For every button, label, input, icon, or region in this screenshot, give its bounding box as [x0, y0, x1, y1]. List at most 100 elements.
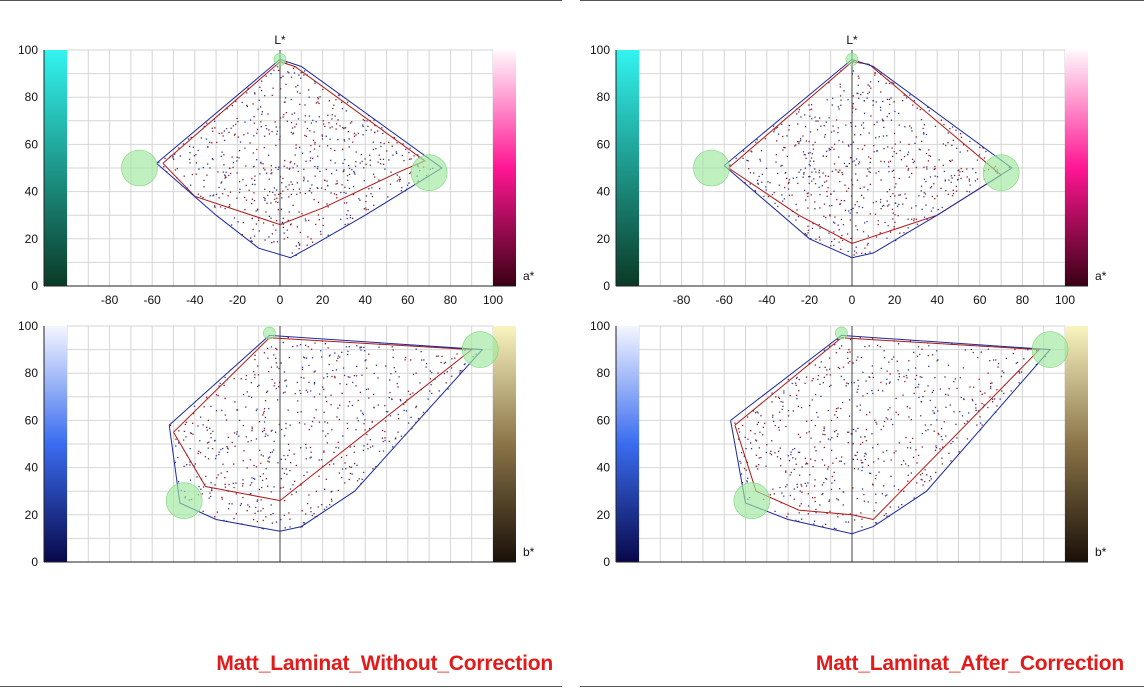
scatter-point [422, 411, 425, 414]
scatter-point [827, 187, 829, 189]
scatter-point [325, 135, 327, 137]
scatter-point [275, 387, 277, 390]
scatter-point [807, 229, 809, 231]
scatter-point [289, 488, 292, 490]
scatter-point [231, 224, 233, 226]
scatter-point [356, 480, 359, 482]
scatter-point [774, 202, 776, 205]
scatter-point [235, 482, 237, 484]
scatter-point [401, 187, 403, 189]
scatter-point [928, 110, 930, 112]
scatter-point [782, 200, 784, 202]
scatter-point [852, 207, 854, 209]
scatter-point [203, 125, 205, 128]
scatter-point [785, 471, 787, 473]
scatter-point [320, 350, 322, 352]
scatter-point [463, 363, 465, 366]
scatter-point [923, 196, 925, 198]
scatter-point [866, 244, 869, 246]
scatter-point [878, 471, 880, 473]
scatter-point [189, 162, 191, 164]
scatter-point [294, 126, 296, 128]
scatter-point [856, 229, 859, 231]
scatter-point [812, 223, 814, 225]
scatter-point [997, 363, 1000, 365]
scatter-point [326, 145, 329, 147]
scatter-point [384, 420, 387, 422]
scatter-point [916, 462, 918, 464]
scatter-point [285, 385, 288, 387]
scatter-point [833, 148, 835, 150]
scatter-point [941, 446, 944, 448]
scatter-point [781, 492, 783, 494]
scatter-point [232, 482, 234, 484]
scatter-point [877, 458, 879, 460]
scatter-point [251, 177, 253, 180]
scatter-point [210, 495, 212, 498]
scatter-point [963, 144, 965, 146]
scatter-point [268, 236, 270, 238]
scatter-point [352, 193, 355, 196]
scatter-point [890, 97, 892, 99]
scatter-point [289, 424, 291, 426]
scatter-point [295, 464, 297, 467]
scatter-point [344, 158, 346, 161]
scatter-point [303, 178, 305, 180]
gamut-outline-inner [162, 61, 426, 226]
scatter-point [327, 347, 329, 349]
scatter-point [271, 242, 273, 244]
scatter-point [814, 201, 816, 203]
scatter-point [353, 172, 355, 174]
scatter-point [814, 364, 816, 366]
scatter-point [233, 463, 235, 465]
scatter-point [269, 451, 272, 454]
scatter-point [360, 346, 363, 348]
scatter-point [979, 146, 981, 148]
scatter-point [319, 96, 321, 98]
scatter-point [265, 468, 267, 470]
scatter-point [811, 153, 813, 155]
y-tick-label: 0 [31, 279, 38, 293]
scatter-point [362, 413, 364, 416]
scatter-point [319, 170, 321, 172]
scatter-point [795, 144, 797, 146]
scatter-point [311, 241, 314, 243]
scatter-point [304, 423, 306, 425]
scatter-point [410, 416, 412, 418]
scatter-point [276, 130, 278, 132]
scatter-point [336, 182, 338, 185]
scatter-point [276, 241, 279, 243]
scatter-point [261, 80, 263, 82]
x-axis-label: b* [1095, 545, 1107, 559]
scatter-point [305, 389, 307, 391]
scatter-point [786, 484, 788, 486]
scatter-point [765, 167, 768, 169]
scatter-point [889, 381, 891, 383]
scatter-point [341, 351, 343, 353]
scatter-point [377, 161, 379, 163]
scatter-point [886, 378, 888, 380]
scatter-point [847, 357, 849, 359]
scatter-point [869, 81, 872, 83]
scatter-point [833, 163, 836, 165]
scatter-point [808, 176, 810, 178]
scatter-point [856, 179, 859, 181]
scatter-point [270, 514, 272, 516]
scatter-point [403, 160, 405, 162]
scatter-point [822, 525, 824, 527]
scatter-point [405, 356, 407, 359]
scatter-point [955, 185, 957, 187]
scatter-point [885, 513, 887, 515]
scatter-point [962, 367, 965, 369]
scatter-point [952, 189, 954, 191]
scatter-point [819, 227, 821, 229]
scatter-point [949, 160, 951, 162]
scatter-point [447, 388, 449, 390]
scatter-point [236, 160, 238, 162]
scatter-point [264, 198, 266, 200]
reference-marker [263, 326, 276, 340]
scatter-point [909, 407, 911, 409]
scatter-point [363, 167, 365, 169]
scatter-point [813, 160, 815, 162]
